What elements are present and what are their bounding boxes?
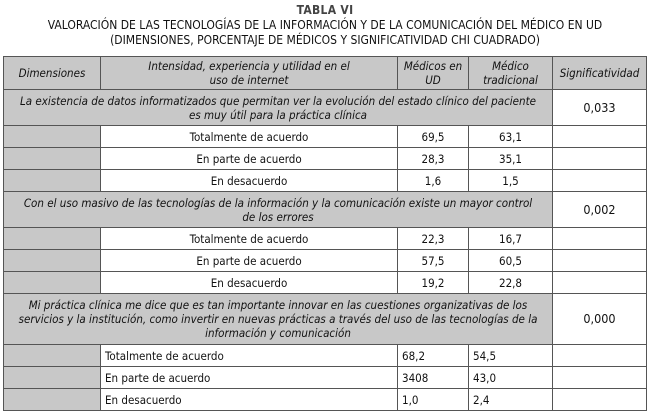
header-row: Dimensiones Intensidad, experiencia y ut…	[3, 56, 647, 90]
ud-value: 3408	[397, 366, 469, 389]
question-cell: La existencia de datos informatizados qu…	[3, 89, 553, 126]
header-cell: Médico tradicional	[468, 56, 553, 90]
ud-value: 19,2	[397, 271, 469, 294]
table-row: Totalmente de acuerdo 69,5 63,1	[3, 125, 647, 148]
significance-cell: 0,033	[552, 89, 647, 126]
empty-significance-cell	[552, 147, 647, 170]
subtitle-line-2: (DIMENSIONES, PORCENTAJE DE MÉDICOS Y SI…	[110, 33, 540, 47]
subtitle-line-1: VALORACIÓN DE LAS TECNOLOGÍAS DE LA INFO…	[47, 18, 603, 32]
empty-dimension-cell	[3, 125, 101, 148]
header-cell: Dimensiones	[3, 56, 101, 90]
header-cell: Significatividad	[552, 56, 647, 90]
data-table: Dimensiones Intensidad, experiencia y ut…	[3, 56, 647, 411]
ud-value: 68,2	[397, 344, 469, 367]
empty-dimension-cell	[3, 366, 101, 389]
question-row: Mi práctica clínica me dice que es tan i…	[3, 293, 647, 345]
question-row: La existencia de datos informatizados qu…	[3, 89, 647, 126]
empty-significance-cell	[552, 388, 647, 411]
ud-value: 1,0	[397, 388, 469, 411]
header-cell: Intensidad, experiencia y utilidad en el…	[100, 56, 398, 90]
response-label: En desacuerdo	[100, 388, 398, 411]
table-row: En parte de acuerdo 3408 43,0	[3, 366, 647, 389]
empty-dimension-cell	[3, 249, 101, 272]
response-label: Totalmente de acuerdo	[100, 344, 398, 367]
empty-dimension-cell	[3, 169, 101, 192]
question-cell: Con el uso masivo de las tecnologías de …	[3, 191, 553, 228]
empty-significance-cell	[552, 125, 647, 148]
traditional-value: 2,4	[468, 388, 553, 411]
response-label: Totalmente de acuerdo	[100, 227, 398, 250]
table-title: TABLA VI	[296, 3, 354, 17]
question-row: Con el uso masivo de las tecnologías de …	[3, 191, 647, 228]
table-subtitle: VALORACIÓN DE LAS TECNOLOGÍAS DE LA INFO…	[0, 18, 650, 48]
traditional-value: 1,5	[468, 169, 553, 192]
response-label: En parte de acuerdo	[100, 147, 398, 170]
empty-significance-cell	[552, 227, 647, 250]
empty-dimension-cell	[3, 271, 101, 294]
traditional-value: 22,8	[468, 271, 553, 294]
empty-dimension-cell	[3, 344, 101, 367]
response-label: En desacuerdo	[100, 169, 398, 192]
traditional-value: 60,5	[468, 249, 553, 272]
ud-value: 69,5	[397, 125, 469, 148]
empty-dimension-cell	[3, 227, 101, 250]
table-row: En parte de acuerdo 28,3 35,1	[3, 147, 647, 170]
traditional-value: 54,5	[468, 344, 553, 367]
ud-value: 57,5	[397, 249, 469, 272]
ud-value: 1,6	[397, 169, 469, 192]
table-row: En desacuerdo 19,2 22,8	[3, 271, 647, 294]
response-label: En desacuerdo	[100, 271, 398, 294]
significance-cell: 0,000	[552, 293, 647, 345]
empty-significance-cell	[552, 366, 647, 389]
response-label: En parte de acuerdo	[100, 249, 398, 272]
traditional-value: 43,0	[468, 366, 553, 389]
ud-value: 22,3	[397, 227, 469, 250]
empty-significance-cell	[552, 249, 647, 272]
traditional-value: 63,1	[468, 125, 553, 148]
table-row: En desacuerdo 1,0 2,4	[3, 388, 647, 411]
significance-cell: 0,002	[552, 191, 647, 228]
traditional-value: 35,1	[468, 147, 553, 170]
empty-significance-cell	[552, 169, 647, 192]
empty-dimension-cell	[3, 147, 101, 170]
question-cell: Mi práctica clínica me dice que es tan i…	[3, 293, 553, 345]
response-label: Totalmente de acuerdo	[100, 125, 398, 148]
table-row: En parte de acuerdo 57,5 60,5	[3, 249, 647, 272]
header-cell: Médicos en UD	[397, 56, 469, 90]
table-row: En desacuerdo 1,6 1,5	[3, 169, 647, 192]
response-label: En parte de acuerdo	[100, 366, 398, 389]
empty-significance-cell	[552, 344, 647, 367]
ud-value: 28,3	[397, 147, 469, 170]
empty-significance-cell	[552, 271, 647, 294]
empty-dimension-cell	[3, 388, 101, 411]
table-row: Totalmente de acuerdo 68,2 54,5	[3, 344, 647, 367]
traditional-value: 16,7	[468, 227, 553, 250]
table-row: Totalmente de acuerdo 22,3 16,7	[3, 227, 647, 250]
